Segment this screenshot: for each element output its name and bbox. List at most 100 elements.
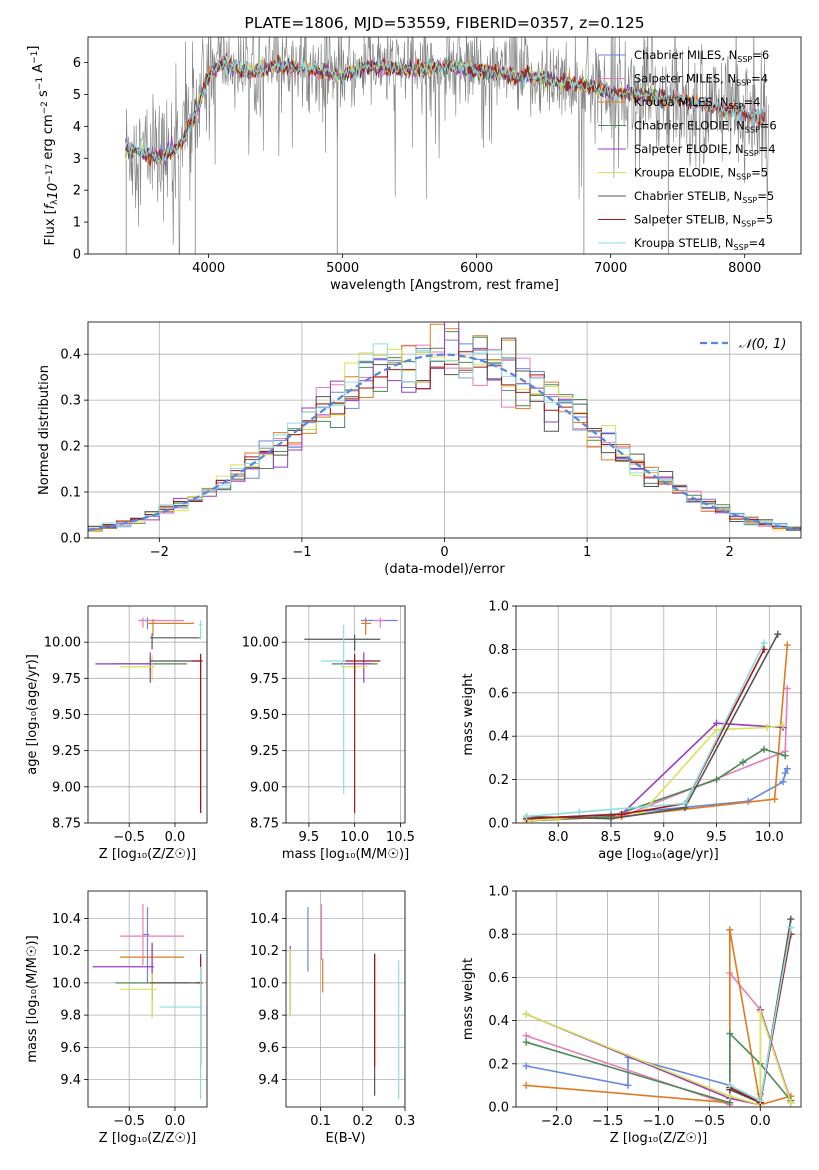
x-tick-label: 10.5	[386, 830, 415, 845]
plot-area	[516, 891, 801, 1107]
y-tick-label: 10.00	[44, 636, 81, 651]
y-tick-label: 0	[73, 248, 81, 263]
plot-area	[88, 322, 801, 538]
plot-area	[286, 891, 405, 1107]
y-tick-label: 2	[73, 184, 81, 199]
x-tick-label: 10.0	[340, 830, 369, 845]
legend-normal-label: 𝒩(0, 1)	[739, 337, 786, 352]
x-tick-label: 6000	[460, 261, 493, 276]
marker-elodie_kroupa	[763, 724, 771, 732]
x-tick-label: 0.2	[352, 1114, 373, 1129]
x-tick-label: −2	[150, 545, 169, 560]
marker-miles_chabrier	[624, 1081, 632, 1089]
plot-area	[516, 606, 801, 823]
y-tick-label: 9.6	[60, 1041, 81, 1056]
y-axis-label: Normed distribution	[37, 365, 52, 495]
y-tick-label: 0.2	[488, 1057, 509, 1072]
y-tick-label: 9.50	[250, 708, 279, 723]
x-tick-label: 0.0	[750, 1114, 771, 1129]
x-tick-label: 4000	[192, 261, 225, 276]
axes-age_Z: −0.5 0.0 8.75 9.00 9.25 9.50 9.75 10.00 Z [log₁₀…	[25, 605, 208, 862]
y-tick-label: 0.0	[488, 1101, 509, 1116]
axes-frame	[285, 890, 406, 1108]
series-miles_kroupa	[526, 645, 789, 822]
x-tick-label: −1.0	[643, 1114, 675, 1129]
y-tick-label: 6	[73, 56, 81, 71]
x-axis-label: mass [log₁₀(M/M☉)]	[282, 847, 409, 862]
legend-entry: Chabrier ELODIE, NSSP=6	[634, 119, 777, 135]
y-tick-label: 1.0	[488, 600, 509, 615]
y-tick-label: 9.75	[250, 672, 279, 687]
y-tick-label: 10.0	[52, 976, 81, 991]
marker-miles_chabrier	[522, 1062, 530, 1070]
y-tick-label: 0.4	[488, 730, 509, 745]
x-tick-label: 5000	[326, 261, 359, 276]
y-axis-label: mass weight	[461, 958, 476, 1040]
x-tick-label: 9.0	[653, 830, 674, 845]
marker-elodie_kroupa	[756, 1008, 764, 1016]
marker-elodie_kroupa	[713, 726, 721, 734]
y-tick-label: 10.2	[52, 944, 81, 959]
marker-elodie_kroupa	[554, 815, 562, 823]
y-tick-label: 9.4	[60, 1073, 81, 1088]
legend-entry: Chabrier MILES, NSSP=6	[634, 48, 769, 64]
y-tick-label: 5	[73, 88, 81, 103]
marker-stelib_chabrier	[774, 630, 782, 638]
y-tick-label: 9.25	[250, 744, 279, 759]
series-stelib_chabrier	[526, 633, 779, 820]
y-tick-label: 10.4	[250, 912, 279, 927]
plot-area	[125, 37, 770, 254]
x-tick-label: 9.5	[299, 830, 320, 845]
axes-mass_Z: −0.5 0.0 9.4 9.6 9.8 10.0 10.2 10.4 Z [log₁₀(Z/Z…	[25, 890, 208, 1146]
y-tick-label: 9.6	[258, 1041, 279, 1056]
marker-miles_chabrier	[783, 765, 791, 773]
plot-area	[88, 891, 207, 1107]
x-tick-label: −0.5	[113, 1114, 145, 1129]
marker-elodie_chabrier	[713, 776, 721, 784]
x-tick-label: 8000	[728, 261, 761, 276]
marker-stelib_kroupa	[756, 1097, 764, 1105]
y-tick-label: 8.75	[250, 817, 279, 832]
marker-stelib_salpeter	[618, 810, 626, 818]
axes-residuals: −2 −1 0 1 2 0.0 0.1 0.2 0.3 0.4 (data-model)/error…	[37, 321, 802, 577]
y-tick-label: 0.6	[488, 686, 509, 701]
y-tick-label: 9.00	[52, 780, 81, 795]
marker-miles_kroupa	[522, 1081, 530, 1089]
series-elodie_salpeter	[526, 722, 784, 820]
axes-mw_Z: −2.0 −1.5 −1.0 −0.5 0.0 0.0 0.2 0.4 0.6 0.8 1.0 Z […	[461, 885, 802, 1146]
y-tick-label: 0.2	[488, 773, 509, 788]
y-tick-label: 9.00	[250, 780, 279, 795]
marker-elodie_kroupa	[787, 1099, 795, 1107]
x-tick-label: −2.0	[541, 1114, 573, 1129]
series-elodie_chabrier	[526, 748, 786, 822]
x-tick-label: 9.5	[706, 830, 727, 845]
legend-entry: Kroupa STELIB, NSSP=4	[634, 236, 765, 252]
y-tick-label: 3	[73, 152, 81, 167]
marker-stelib_kroupa	[575, 808, 583, 816]
model-stelib_kroupa	[125, 56, 765, 164]
marker-elodie_chabrier	[781, 752, 789, 760]
series-stelib_kroupa	[526, 642, 765, 818]
y-tick-label: 10.0	[250, 976, 279, 991]
marker-elodie_kroupa	[726, 1092, 734, 1100]
x-tick-label: 0.1	[310, 1114, 331, 1129]
marker-miles_kroupa	[726, 926, 734, 934]
y-tick-label: 9.8	[60, 1009, 81, 1024]
x-tick-label: 8.5	[601, 830, 622, 845]
x-axis-label: Z [log₁₀(Z/Z☉)]	[99, 847, 196, 862]
y-axis-label: mass weight	[461, 673, 476, 755]
x-tick-label: −0.5	[694, 1114, 726, 1129]
marker-elodie_kroupa	[779, 721, 787, 729]
y-tick-label: 4	[73, 120, 81, 135]
y-tick-label: 9.8	[258, 1009, 279, 1024]
y-tick-label: 0.4	[488, 1014, 509, 1029]
legend-entry: Kroupa ELODIE, NSSP=5	[634, 166, 768, 182]
y-axis-label: Flux [fλ10−17 erg cm−2 s−1 A−1]	[26, 46, 61, 246]
marker-miles_salpeter	[522, 1032, 530, 1040]
y-tick-label: 0.2	[60, 440, 81, 455]
x-tick-label: 8.0	[548, 830, 569, 845]
marker-miles_chabrier	[779, 778, 787, 786]
y-tick-label: 0.6	[488, 971, 509, 986]
marker-stelib_chabrier	[607, 815, 615, 823]
axes-frame	[515, 890, 802, 1108]
